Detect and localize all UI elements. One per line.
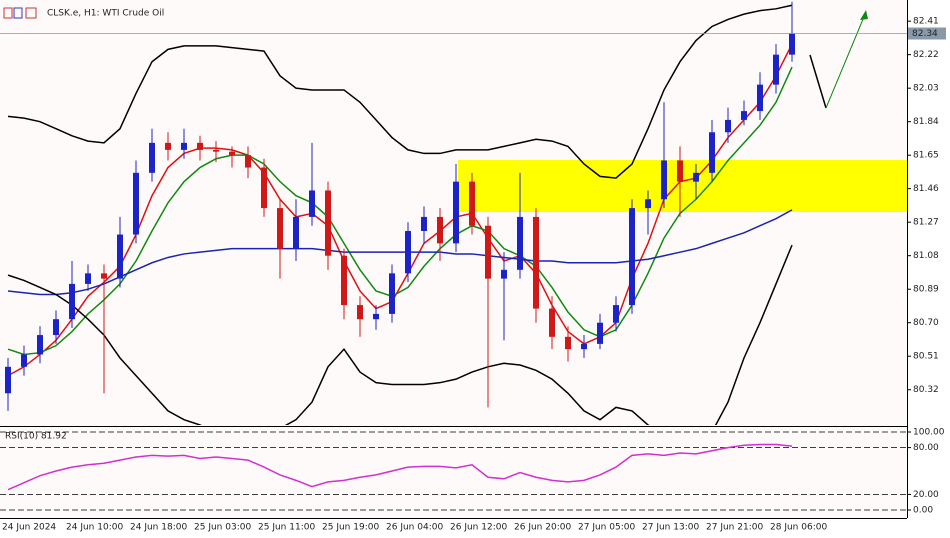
x-tick-label: 24 Jun 10:00 <box>66 523 123 533</box>
candle-body <box>693 172 699 182</box>
y-tick-label: 80.70 <box>913 318 939 328</box>
x-tick-label: 26 Jun 20:00 <box>514 523 571 533</box>
candle-body <box>261 167 267 209</box>
x-tick-label: 25 Jun 11:00 <box>258 523 315 533</box>
y-tick-label: 81.46 <box>913 184 939 194</box>
indicator-line <box>7 209 793 296</box>
x-tick-label: 25 Jun 03:00 <box>194 523 251 533</box>
x-tick-label: 24 Jun 18:00 <box>130 523 187 533</box>
candle-body <box>677 160 683 182</box>
candle-body <box>165 142 171 150</box>
last-price-label: 82.34 <box>912 29 938 39</box>
candle-body <box>421 216 427 232</box>
candle-body <box>149 142 155 173</box>
candle-body <box>37 335 43 355</box>
y-tick-label: 81.84 <box>913 117 939 127</box>
candle-body <box>69 283 75 320</box>
candle-body <box>197 142 203 150</box>
candle-body <box>565 336 571 350</box>
candle-body <box>549 308 555 337</box>
candle-body <box>277 208 283 249</box>
candle-body <box>117 234 123 279</box>
candle-body <box>85 273 91 284</box>
y-tick-label: 82.41 <box>913 17 939 27</box>
y-tick-label: 80.32 <box>913 385 939 395</box>
candle-body <box>533 216 539 309</box>
candle-body <box>21 354 27 367</box>
candle-body <box>485 225 491 279</box>
y-tick-label: 80.51 <box>913 352 939 362</box>
candle-body <box>133 172 139 235</box>
last-price-box <box>908 27 946 40</box>
indicator-line <box>7 66 793 356</box>
candle-body <box>293 216 299 249</box>
candle-body <box>245 155 251 168</box>
candle-body <box>53 319 59 336</box>
candle-body <box>741 111 747 120</box>
y-tick-label: 81.08 <box>913 251 939 261</box>
candle-body <box>725 119 731 133</box>
candle-body <box>181 142 187 150</box>
candle-body <box>213 149 219 152</box>
icon <box>13 7 23 19</box>
x-tick-label: 27 Jun 21:00 <box>706 523 763 533</box>
rsi-line <box>7 443 793 491</box>
candle-body <box>437 216 443 244</box>
candle-body <box>757 84 763 112</box>
indicator-line <box>7 4 793 179</box>
candle-body <box>629 208 635 306</box>
plot-background <box>0 0 907 518</box>
candle-body <box>773 54 779 85</box>
x-tick-label: 25 Jun 19:00 <box>322 523 379 533</box>
y-tick-label: 80.89 <box>913 285 939 295</box>
candle-body <box>229 151 235 156</box>
y-tick-label: 81.27 <box>913 218 939 228</box>
candle-body <box>645 199 651 209</box>
candle-body <box>373 313 379 320</box>
y-tick-label: 80.00 <box>913 443 939 453</box>
icon <box>25 7 37 19</box>
candle-body <box>709 132 715 173</box>
candle-body <box>357 305 363 320</box>
arrow-head <box>860 10 868 20</box>
candle-body <box>101 273 107 279</box>
panel <box>5 1 795 425</box>
icon <box>3 7 13 19</box>
candle-body <box>389 273 395 314</box>
y-tick-label: 100.00 <box>913 428 945 438</box>
y-tick-label: 0.00 <box>913 506 933 516</box>
x-tick-label: 28 Jun 06:00 <box>770 523 827 533</box>
candle-body <box>661 160 667 200</box>
y-tick-label: 82.22 <box>913 50 939 60</box>
y-tick-label: 82.03 <box>913 84 939 94</box>
rsi-title: RSI(10) 81.92 <box>5 432 67 442</box>
candle-body <box>5 366 11 394</box>
chart-title: CLSK.e, H1: WTI Crude Oil <box>47 9 164 19</box>
x-tick-label: 24 Jun 2024 <box>2 523 56 533</box>
x-tick-label: 27 Jun 05:00 <box>578 523 635 533</box>
y-tick-label: 81.65 <box>913 151 939 161</box>
candle-body <box>325 190 331 256</box>
projection-arrow <box>825 11 867 109</box>
candle-body <box>501 269 507 279</box>
candle-body <box>405 231 411 274</box>
candle-body <box>469 181 475 226</box>
candle-body <box>309 190 315 217</box>
x-tick-label: 26 Jun 12:00 <box>450 523 507 533</box>
candle-body <box>581 343 587 350</box>
indicator-line <box>7 244 793 425</box>
candle-body <box>597 322 603 344</box>
candle-body <box>517 216 523 270</box>
candle-body <box>613 305 619 323</box>
candle-body <box>453 181 459 244</box>
candle-body <box>789 33 795 55</box>
panel <box>0 431 907 511</box>
x-tick-label: 27 Jun 13:00 <box>642 523 699 533</box>
y-tick-label: 20.00 <box>913 490 939 500</box>
candle-body <box>341 255 347 306</box>
projection-line <box>809 54 827 109</box>
x-tick-label: 26 Jun 04:00 <box>386 523 443 533</box>
